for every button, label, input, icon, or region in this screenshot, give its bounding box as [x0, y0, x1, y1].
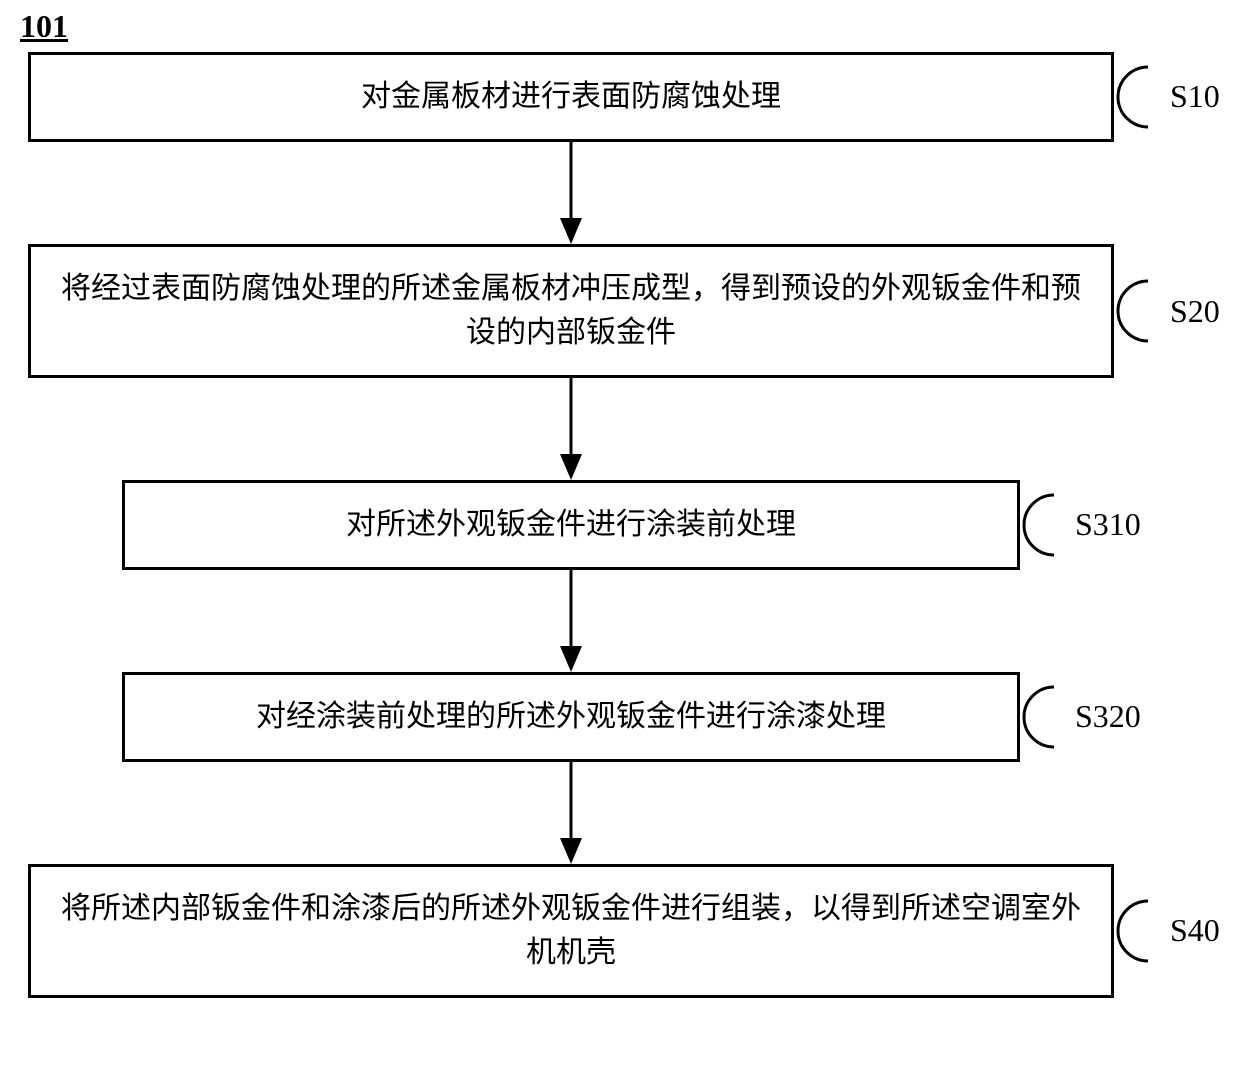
label-arc-s320	[1024, 687, 1054, 747]
step-box-s310: 对所述外观钣金件进行涂装前处理	[122, 480, 1020, 570]
step-text-s10: 对金属板材进行表面防腐蚀处理	[51, 75, 1091, 119]
step-box-s10: 对金属板材进行表面防腐蚀处理	[28, 52, 1114, 142]
step-label-s40: S40	[1170, 912, 1220, 949]
step-box-s20: 将经过表面防腐蚀处理的所述金属板材冲压成型，得到预设的外观钣金件和预设的内部钣金…	[28, 244, 1114, 378]
arrow-head-1	[560, 454, 582, 480]
step-label-s10: S10	[1170, 78, 1220, 115]
label-arc-s310	[1024, 495, 1054, 555]
diagram-id-label: 101	[20, 8, 68, 45]
step-text-s320: 对经涂装前处理的所述外观钣金件进行涂漆处理	[145, 695, 997, 739]
step-label-s20: S20	[1170, 293, 1220, 330]
step-box-s320: 对经涂装前处理的所述外观钣金件进行涂漆处理	[122, 672, 1020, 762]
label-arc-s40	[1118, 901, 1148, 961]
arrow-head-0	[560, 218, 582, 244]
label-arc-s10	[1118, 67, 1148, 127]
step-label-s320: S320	[1075, 698, 1141, 735]
step-text-s40: 将所述内部钣金件和涂漆后的所述外观钣金件进行组装，以得到所述空调室外机机壳	[51, 887, 1091, 975]
step-box-s40: 将所述内部钣金件和涂漆后的所述外观钣金件进行组装，以得到所述空调室外机机壳	[28, 864, 1114, 998]
arrow-head-3	[560, 838, 582, 864]
label-arc-s20	[1118, 281, 1148, 341]
flowchart-canvas: 101 对金属板材进行表面防腐蚀处理 将经过表面防腐蚀处理的所述金属板材冲压成型…	[0, 0, 1240, 1071]
step-text-s20: 将经过表面防腐蚀处理的所述金属板材冲压成型，得到预设的外观钣金件和预设的内部钣金…	[51, 267, 1091, 355]
arrow-head-2	[560, 646, 582, 672]
step-text-s310: 对所述外观钣金件进行涂装前处理	[145, 503, 997, 547]
step-label-s310: S310	[1075, 506, 1141, 543]
